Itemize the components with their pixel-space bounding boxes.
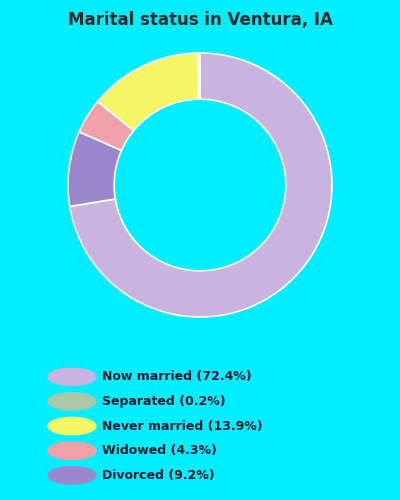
Text: Widowed (4.3%): Widowed (4.3%) xyxy=(102,444,217,457)
Text: Divorced (9.2%): Divorced (9.2%) xyxy=(102,469,215,482)
Wedge shape xyxy=(198,53,200,99)
Circle shape xyxy=(48,418,96,435)
Text: Now married (72.4%): Now married (72.4%) xyxy=(102,370,252,383)
Wedge shape xyxy=(70,53,332,317)
Circle shape xyxy=(48,442,96,460)
Wedge shape xyxy=(68,132,122,206)
Wedge shape xyxy=(98,53,199,130)
Circle shape xyxy=(48,392,96,410)
Circle shape xyxy=(48,368,96,386)
Text: Separated (0.2%): Separated (0.2%) xyxy=(102,395,226,408)
Wedge shape xyxy=(79,102,134,150)
Text: Marital status in Ventura, IA: Marital status in Ventura, IA xyxy=(68,11,332,29)
Text: Never married (13.9%): Never married (13.9%) xyxy=(102,420,263,432)
Circle shape xyxy=(48,466,96,484)
